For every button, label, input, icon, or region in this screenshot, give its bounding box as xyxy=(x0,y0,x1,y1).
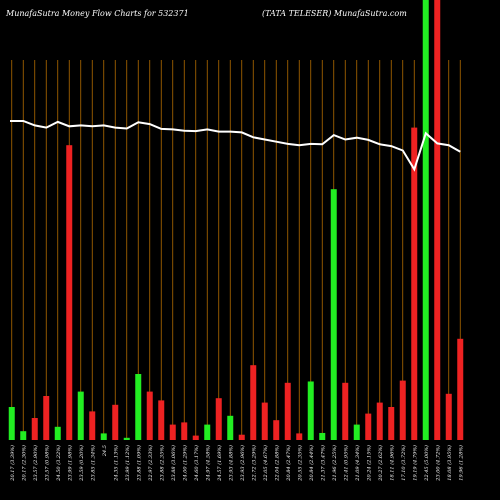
price-line xyxy=(10,120,461,172)
money-flow-bar xyxy=(307,381,314,440)
money-flow-bar xyxy=(342,382,349,440)
money-flow-bar xyxy=(66,145,73,440)
x-tick-label: 22.72 (3.29%) xyxy=(250,445,257,482)
money-flow-bar xyxy=(169,424,176,440)
x-tick-label: 24.00 (1.29%) xyxy=(181,445,188,482)
x-tick-label: 20.24 (2.15%) xyxy=(365,445,372,482)
money-flow-bar xyxy=(250,365,257,440)
money-flow-bar xyxy=(146,391,153,440)
x-tick-label: 22.41 (0.95%) xyxy=(342,445,349,482)
x-tick-label: 24.60 (3.17%) xyxy=(193,445,200,482)
x-tick-label: 23.59 (0.20%) xyxy=(78,445,85,482)
money-flow-bar xyxy=(192,435,199,440)
money-flow-bar xyxy=(215,398,222,440)
x-tick-label: 23.85 (1.34%) xyxy=(89,445,96,482)
x-tick-label: 20.84 (2.44%) xyxy=(308,445,315,482)
money-flow-bar xyxy=(411,127,418,440)
money-flow-bar xyxy=(399,380,406,440)
x-tick-label: 22.45 (5.00%) xyxy=(423,445,430,482)
money-flow-bar xyxy=(123,437,130,440)
money-flow-bar xyxy=(365,413,372,440)
x-tick-label: 20.27 (2.62%) xyxy=(377,445,384,482)
x-tick-label: 20.17 (2.30%) xyxy=(20,445,27,482)
money-flow-bar xyxy=(273,420,280,440)
money-flow-bar xyxy=(204,424,211,440)
x-tick-label: 23.99 (1.98%) xyxy=(66,445,73,482)
x-tick-label: 17.10 (3.72%) xyxy=(400,445,407,481)
x-tick-label: 22.05 (4.67%) xyxy=(262,445,269,482)
money-flow-bar xyxy=(353,424,360,440)
x-tick-label: 20.17 (3.39%) xyxy=(9,445,16,482)
money-flow-bar xyxy=(457,338,464,440)
x-tick-labels: 20.17 (3.39%) 20.17 (2.30%) 23.57 (2.90%) 2… xyxy=(9,445,465,482)
x-tick-label: 23.93 (2.96%) xyxy=(239,445,246,482)
money-flow-bar xyxy=(261,402,268,440)
money-flow-bar xyxy=(296,433,303,440)
money-flow-bar xyxy=(238,434,245,440)
money-flow-bar xyxy=(376,402,383,440)
x-tick-label: 23.57 (0.98%) xyxy=(43,445,50,482)
x-tick-label: 23.93 (4.88%) xyxy=(227,445,234,482)
x-tick-label: 24.50 (3.22%) xyxy=(55,445,62,482)
x-tick-label: 23.57 (2.90%) xyxy=(32,445,39,482)
chart-subtitle: (TATA TELESER) MunafaSutra.com xyxy=(262,9,407,18)
x-tick-label: 21.96 (2.25%) xyxy=(331,445,338,482)
x-tick-label: 23.99 (1.12%) xyxy=(124,445,131,482)
x-tick-label: 22.97 (2.33%) xyxy=(147,445,154,482)
money-flow-bar xyxy=(135,374,142,440)
x-tick-label: 23.00 (4.72%) xyxy=(434,445,441,482)
money-flow-bar xyxy=(54,426,61,440)
x-tick-label: 23.88 (1.09%) xyxy=(135,445,142,482)
x-tick-label: 20.84 (2.47%) xyxy=(285,445,292,482)
money-flow-bar xyxy=(422,0,429,440)
money-flow-bar xyxy=(112,404,119,440)
money-flow-bar xyxy=(8,407,15,440)
x-tick-label: 19.96 (1.28%) xyxy=(457,445,464,481)
x-tick-label: 18.11 (4.96%) xyxy=(388,445,395,481)
money-flow-bar xyxy=(445,393,452,440)
x-tick-label: 24.57 (1.69%) xyxy=(216,445,223,482)
x-tick-label: 19.19 (4.79%) xyxy=(411,445,418,481)
money-flow-bar xyxy=(77,391,84,440)
money-flow-bar xyxy=(20,431,27,440)
money-flow-bar xyxy=(434,0,441,440)
x-tick-label: 21.09 (4.34%) xyxy=(354,445,361,482)
x-tick-label: 18.08 (3.95%) xyxy=(446,445,453,481)
x-tick-label: 24.5 xyxy=(102,445,108,457)
money-flow-bar xyxy=(330,189,337,440)
money-flow-bar xyxy=(89,411,96,440)
x-tick-label: 23.88 (3.06%) xyxy=(170,445,177,482)
money-flow-bar xyxy=(227,415,234,440)
x-tick-label: 22.04 (2.88%) xyxy=(273,445,280,482)
x-tick-label: 24.35 (1.13%) xyxy=(112,445,119,482)
x-tick-label: 21.37 (3.47%) xyxy=(319,445,326,482)
money-flow-bar xyxy=(31,418,38,440)
x-tick-label: 20.55 (2.35%) xyxy=(296,445,303,482)
money-flow-bar xyxy=(284,382,291,440)
money-flow-bar xyxy=(158,400,165,440)
money-flow-bar xyxy=(388,407,395,440)
chart-title: MunafaSutra Money Flow Charts for 532371 xyxy=(6,9,189,18)
money-flow-bar xyxy=(100,433,107,440)
money-flow-bar xyxy=(319,432,326,440)
bars-group xyxy=(8,0,464,440)
x-tick-label: 24.97 (4.58%) xyxy=(204,445,211,482)
x-tick-label: 23.88 (2.35%) xyxy=(158,445,165,482)
money-flow-bar xyxy=(43,396,50,440)
money-flow-bar xyxy=(181,422,188,440)
